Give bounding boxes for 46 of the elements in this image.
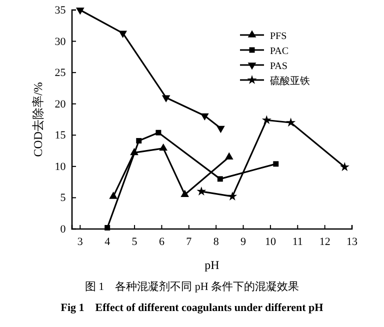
y-tick-label: 20 [54,98,66,110]
x-tick-label: 13 [346,236,358,248]
x-tick-label: 6 [158,236,165,248]
x-tick-label: 8 [213,236,220,248]
caption: Fig 1 Effect of different coagulants under different pH [60,302,324,314]
x-tick-label: 5 [132,236,138,248]
x-tick-label: 4 [104,236,111,248]
x-tick-label: 11 [292,236,303,248]
x-tick-label: 3 [77,236,84,248]
y-tick-label: 30 [54,36,66,48]
point [340,162,350,172]
x-tick-label: 7 [186,236,192,248]
x-tick-label: 12 [319,236,330,248]
point [262,115,272,124]
point [118,30,127,38]
x-tick-label: 10 [264,236,276,248]
point [196,186,206,196]
point [76,8,84,15]
legend-label: PFS [270,31,287,42]
y-axis-title: COD去除率/% [31,82,45,157]
point [228,191,238,201]
y-tick-label: 0 [60,224,66,236]
point [104,225,110,230]
point [109,192,118,199]
point [180,190,189,197]
point [200,113,209,121]
point [224,152,234,160]
point [216,126,225,134]
legend-label: PAS [270,61,288,72]
y-tick-label: 5 [60,192,66,204]
caption: 图 1 各种混凝剂不同 pH 条件下的混凝效果 [84,280,300,293]
x-axis-title: pH [204,258,220,272]
legend-label: PAC [270,46,289,57]
point [217,176,223,182]
legend-label: 硫酸亚铁 [270,75,310,87]
point [273,161,279,167]
point [159,143,168,151]
point [156,130,162,136]
y-tick-label: 25 [54,67,66,80]
y-tick-label: 10 [54,160,66,173]
point [162,95,170,102]
point [136,138,142,144]
x-tick-label: 9 [240,236,247,248]
y-tick-label: 15 [54,130,66,142]
y-tick-label: 35 [54,4,66,17]
point [286,118,296,127]
